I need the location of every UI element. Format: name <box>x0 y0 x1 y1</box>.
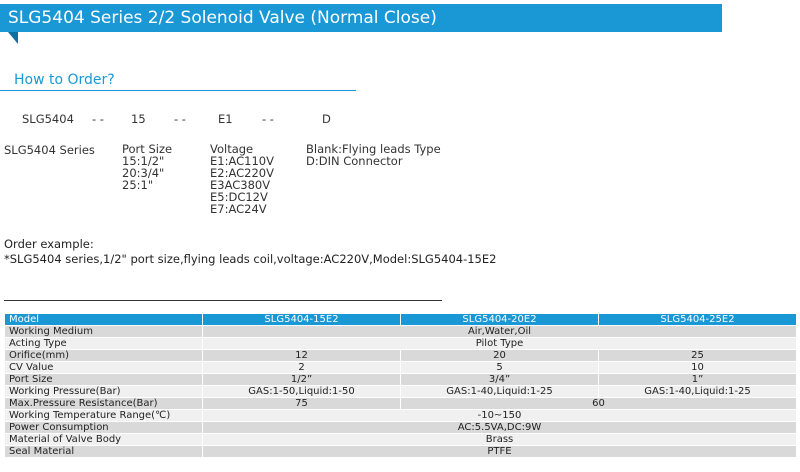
code-model: SLG5404 <box>22 112 74 126</box>
spec-row-label: Seal Material <box>4 445 203 458</box>
banner-fold <box>8 32 18 44</box>
page-title: SLG5404 Series 2/2 Solenoid Valve (Norma… <box>8 8 437 28</box>
spec-row-value: GAS:1-40,Liquid:1-25 <box>598 385 797 398</box>
spec-row: Max.Pressure Resistance(Bar) 75 60 <box>4 397 797 410</box>
spec-row-value: GAS:1-50,Liquid:1-50 <box>202 385 401 398</box>
spec-row-value: 2 <box>202 361 401 374</box>
spec-row-label: Port Size <box>4 373 203 386</box>
port-size-option: 15:1/2" <box>122 154 165 168</box>
spec-row-value: 10 <box>598 361 797 374</box>
order-example-title: Order example: <box>4 237 94 251</box>
spec-row-value: 75 <box>202 397 401 410</box>
spec-row-label: Max.Pressure Resistance(Bar) <box>4 397 203 410</box>
spec-row-value: Brass <box>202 433 797 446</box>
code-port: 15 <box>131 112 146 126</box>
spec-row-label: Power Consumption <box>4 421 203 434</box>
spec-row-value: 1” <box>598 373 797 386</box>
code-sep-3: - - <box>262 112 274 126</box>
voltage-option: E5:DC12V <box>210 190 268 204</box>
spec-row: Material of Valve Body Brass <box>4 433 797 446</box>
section-divider <box>4 300 442 301</box>
spec-row-label: Working Medium <box>4 325 203 338</box>
voltage-option: E7:AC24V <box>210 202 267 216</box>
header-model-15e2: SLG5404-15E2 <box>202 313 401 326</box>
spec-table: Model SLG5404-15E2 SLG5404-20E2 SLG5404-… <box>4 313 797 458</box>
header-model: Model <box>4 313 203 326</box>
spec-row-value: 3/4” <box>400 373 599 386</box>
spec-row-value: -10~150 <box>202 409 797 422</box>
spec-row: Working Pressure(Bar) GAS:1-50,Liquid:1-5… <box>4 385 797 398</box>
spec-row-value: AC:5.5VA,DC:9W <box>202 421 797 434</box>
connector-option: Blank:Flying leads Type <box>306 142 441 156</box>
spec-row-value: GAS:1-40,Liquid:1-25 <box>400 385 599 398</box>
spec-row-label: CV Value <box>4 361 203 374</box>
spec-row-value: 60 <box>400 397 797 410</box>
spec-row: CV Value 2 5 10 <box>4 361 797 374</box>
voltage-option: E3AC380V <box>210 178 271 192</box>
page-title-banner: SLG5404 Series 2/2 Solenoid Valve (Norma… <box>0 4 722 32</box>
spec-row-label: Working Temperature Range(℃) <box>4 409 203 422</box>
spec-row-label: Acting Type <box>4 337 203 350</box>
order-example-text: *SLG5404 series,1/2" port size,flying le… <box>4 252 497 266</box>
voltage-option: E2:AC220V <box>210 166 274 180</box>
spec-row: Acting Type Pilot Type <box>4 337 797 350</box>
how-to-order-underline <box>0 90 356 91</box>
spec-row-value: 12 <box>202 349 401 362</box>
code-connector: D <box>322 112 331 126</box>
voltage-option: E1:AC110V <box>210 154 274 168</box>
spec-row-label: Orifice(mm) <box>4 349 203 362</box>
header-model-20e2: SLG5404-20E2 <box>400 313 599 326</box>
how-to-order-heading: How to Order? <box>14 72 115 88</box>
code-sep-2: - - <box>174 112 186 126</box>
spec-row: Working Temperature Range(℃) -10~150 <box>4 409 797 422</box>
spec-row: Seal Material PTFE <box>4 445 797 458</box>
spec-row-value: 20 <box>400 349 599 362</box>
code-voltage: E1 <box>218 112 233 126</box>
spec-row-value: 1/2” <box>202 373 401 386</box>
port-size-heading: Port Size <box>122 142 173 156</box>
spec-row-label: Material of Valve Body <box>4 433 203 446</box>
port-size-option: 25:1" <box>122 178 154 192</box>
connector-options: Blank:Flying leads Type D:DIN Connector <box>306 143 441 167</box>
spec-row: Orifice(mm) 12 20 25 <box>4 349 797 362</box>
spec-row-value: PTFE <box>202 445 797 458</box>
spec-row-value: 25 <box>598 349 797 362</box>
spec-header-row: Model SLG5404-15E2 SLG5404-20E2 SLG5404-… <box>4 313 797 326</box>
spec-row: Working Medium Air,Water,Oil <box>4 325 797 338</box>
spec-row-value: Air,Water,Oil <box>202 325 797 338</box>
connector-option: D:DIN Connector <box>306 154 403 168</box>
spec-row-value: Pilot Type <box>202 337 797 350</box>
port-size-option: 20:3/4" <box>122 166 165 180</box>
header-model-25e2: SLG5404-25E2 <box>598 313 797 326</box>
port-size-options: Port Size 15:1/2" 20:3/4" 25:1" <box>122 143 172 191</box>
voltage-heading: Voltage <box>210 142 254 156</box>
spec-row: Power Consumption AC:5.5VA,DC:9W <box>4 421 797 434</box>
spec-row: Port Size 1/2” 3/4” 1” <box>4 373 797 386</box>
spec-row-value: 5 <box>400 361 599 374</box>
code-sep-1: - - <box>92 112 104 126</box>
voltage-options: Voltage E1:AC110V E2:AC220V E3AC380V E5:… <box>210 143 274 215</box>
series-label: SLG5404 Series <box>4 143 95 157</box>
spec-row-label: Working Pressure(Bar) <box>4 385 203 398</box>
